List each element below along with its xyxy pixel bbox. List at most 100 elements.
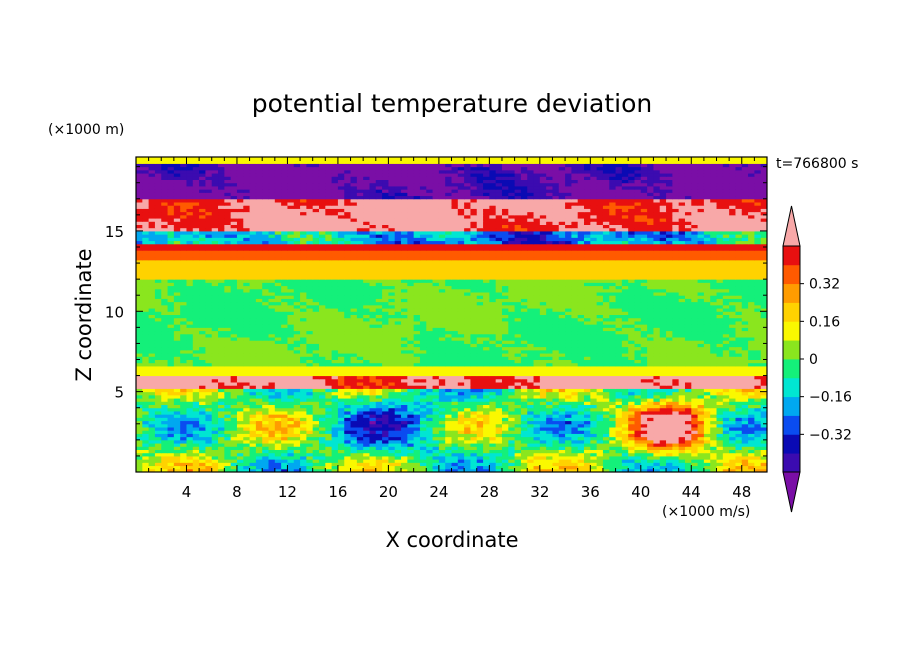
field-cell (287, 385, 295, 389)
field-cell (691, 343, 699, 348)
field-cell (653, 404, 661, 409)
field-cell (318, 420, 326, 425)
field-cell (388, 353, 396, 357)
field-cell (344, 320, 352, 325)
field-cell (684, 423, 692, 428)
field-cell (476, 382, 484, 386)
field-cell (154, 468, 162, 473)
field-cell (142, 330, 150, 335)
field-cell (457, 356, 465, 360)
field-cell (218, 398, 225, 402)
field-cell (167, 327, 175, 332)
field-cell (211, 333, 219, 338)
field-cell (672, 455, 680, 460)
field-cell (375, 398, 383, 402)
field-cell (394, 314, 402, 319)
field-cell (236, 394, 244, 399)
field-cell (634, 468, 642, 473)
field-cell (754, 449, 762, 454)
field-cell (236, 417, 244, 422)
field-cell (489, 462, 497, 467)
field-cell (571, 353, 579, 357)
field-cell (647, 311, 654, 315)
field-cell (640, 330, 648, 335)
field-cell (558, 317, 566, 322)
field-cell (230, 372, 238, 377)
field-cell (590, 337, 598, 341)
field-cell (716, 433, 724, 438)
field-cell (331, 459, 339, 463)
field-cell (369, 356, 377, 360)
field-cell (350, 369, 358, 373)
field-cell (571, 407, 579, 412)
field-cell (546, 340, 553, 344)
field-cell (539, 433, 547, 438)
field-cell (337, 349, 345, 354)
field-cell (483, 369, 490, 373)
field-cell (590, 420, 598, 425)
field-cell (407, 468, 415, 473)
field-cell (142, 449, 150, 454)
field-cell (262, 362, 270, 367)
field-cell (552, 372, 560, 377)
field-cell (577, 417, 585, 422)
field-cell (401, 430, 408, 434)
field-cell (571, 410, 579, 415)
field-cell (483, 420, 490, 425)
field-cell (161, 430, 169, 434)
field-cell (666, 446, 673, 450)
field-cell (640, 455, 648, 460)
field-cell (552, 455, 560, 460)
field-cell (318, 430, 326, 434)
field-cell (407, 433, 415, 438)
field-cell (211, 362, 219, 367)
field-cell (186, 385, 194, 389)
field-cell (306, 465, 314, 470)
field-cell (684, 407, 692, 412)
field-cell (262, 407, 270, 412)
field-cell (243, 430, 251, 434)
field-cell (514, 349, 522, 354)
field-cell (413, 314, 421, 319)
field-cell (306, 343, 314, 348)
field-cell (533, 449, 541, 454)
field-cell (325, 375, 333, 380)
field-cell (255, 423, 263, 428)
field-cell (748, 375, 755, 380)
field-cell (432, 462, 440, 467)
field-cell (382, 343, 389, 348)
field-cell (375, 446, 383, 450)
field-cell (192, 423, 200, 428)
field-cell (539, 427, 547, 431)
field-cell (451, 317, 459, 322)
field-cell (520, 346, 528, 351)
field-cell (337, 439, 345, 444)
field-cell (401, 462, 408, 467)
field-cell (716, 362, 724, 367)
field-cell (691, 410, 699, 415)
field-cell (382, 333, 389, 338)
field-cell (533, 314, 541, 319)
field-cell (262, 311, 270, 315)
field-cell (495, 330, 503, 335)
field-cell (647, 407, 654, 412)
field-cell (419, 385, 427, 389)
field-cell (236, 378, 244, 383)
field-cell (186, 382, 194, 386)
field-cell (489, 391, 497, 396)
field-cell (331, 314, 339, 319)
field-cell (565, 455, 572, 460)
field-cell (230, 436, 238, 441)
field-cell (312, 356, 320, 360)
field-cell (716, 417, 724, 422)
field-cell (710, 375, 718, 380)
field-cell (236, 427, 244, 431)
field-cell (154, 462, 162, 467)
field-cell (148, 398, 156, 402)
field-cell (590, 385, 598, 389)
field-cell (318, 369, 326, 373)
field-cell (356, 320, 364, 325)
field-cell (659, 443, 667, 447)
field-cell (312, 353, 320, 357)
field-cell (325, 414, 333, 418)
